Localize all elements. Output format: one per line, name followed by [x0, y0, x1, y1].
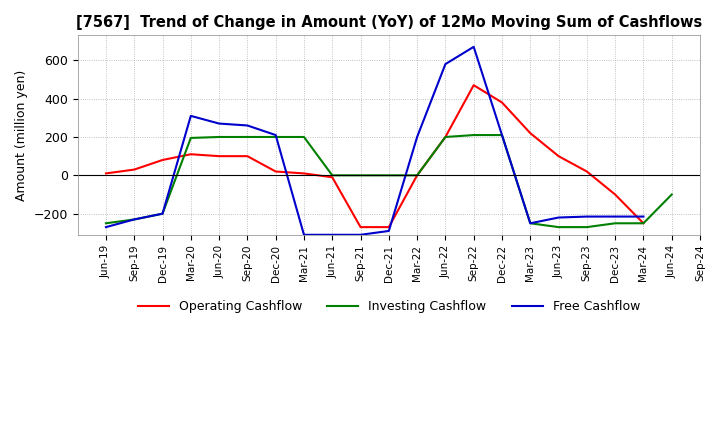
Operating Cashflow — [215, 154, 223, 159]
Investing Cashflow — [158, 211, 167, 216]
Free Cashflow — [158, 211, 167, 216]
Operating Cashflow — [498, 100, 506, 105]
Investing Cashflow — [441, 134, 450, 139]
Line: Operating Cashflow: Operating Cashflow — [106, 85, 644, 227]
Free Cashflow — [469, 44, 478, 49]
Operating Cashflow — [130, 167, 138, 172]
Investing Cashflow — [582, 224, 591, 230]
Free Cashflow — [441, 62, 450, 67]
Investing Cashflow — [611, 220, 619, 226]
Free Cashflow — [215, 121, 223, 126]
Free Cashflow — [498, 132, 506, 138]
Operating Cashflow — [526, 131, 534, 136]
Free Cashflow — [384, 228, 393, 234]
Free Cashflow — [582, 214, 591, 219]
Free Cashflow — [271, 132, 280, 138]
Investing Cashflow — [102, 220, 110, 226]
Operating Cashflow — [413, 172, 421, 178]
Investing Cashflow — [328, 172, 336, 178]
Free Cashflow — [328, 232, 336, 238]
Investing Cashflow — [554, 224, 563, 230]
Investing Cashflow — [639, 220, 648, 226]
Operating Cashflow — [611, 192, 619, 197]
Line: Free Cashflow: Free Cashflow — [106, 47, 644, 235]
Investing Cashflow — [413, 172, 421, 178]
Operating Cashflow — [186, 152, 195, 157]
Operating Cashflow — [328, 175, 336, 180]
Line: Investing Cashflow: Investing Cashflow — [106, 135, 672, 227]
Investing Cashflow — [186, 135, 195, 140]
Operating Cashflow — [384, 224, 393, 230]
Free Cashflow — [356, 232, 365, 238]
Investing Cashflow — [469, 132, 478, 138]
Title: [7567]  Trend of Change in Amount (YoY) of 12Mo Moving Sum of Cashflows: [7567] Trend of Change in Amount (YoY) o… — [76, 15, 702, 30]
Investing Cashflow — [243, 134, 252, 139]
Legend: Operating Cashflow, Investing Cashflow, Free Cashflow: Operating Cashflow, Investing Cashflow, … — [132, 295, 645, 318]
Free Cashflow — [639, 214, 648, 219]
Operating Cashflow — [582, 169, 591, 174]
Operating Cashflow — [441, 134, 450, 139]
Free Cashflow — [186, 113, 195, 118]
Operating Cashflow — [271, 169, 280, 174]
Free Cashflow — [130, 217, 138, 222]
Free Cashflow — [300, 232, 308, 238]
Investing Cashflow — [356, 172, 365, 178]
Free Cashflow — [554, 215, 563, 220]
Free Cashflow — [102, 224, 110, 230]
Operating Cashflow — [243, 154, 252, 159]
Free Cashflow — [611, 214, 619, 219]
Investing Cashflow — [667, 192, 676, 197]
Free Cashflow — [526, 220, 534, 226]
Operating Cashflow — [554, 154, 563, 159]
Investing Cashflow — [215, 134, 223, 139]
Operating Cashflow — [158, 158, 167, 163]
Investing Cashflow — [498, 132, 506, 138]
Operating Cashflow — [639, 220, 648, 226]
Operating Cashflow — [300, 171, 308, 176]
Operating Cashflow — [356, 224, 365, 230]
Investing Cashflow — [130, 217, 138, 222]
Investing Cashflow — [526, 220, 534, 226]
Operating Cashflow — [469, 83, 478, 88]
Investing Cashflow — [384, 172, 393, 178]
Investing Cashflow — [271, 134, 280, 139]
Free Cashflow — [413, 134, 421, 139]
Operating Cashflow — [102, 171, 110, 176]
Y-axis label: Amount (million yen): Amount (million yen) — [15, 70, 28, 201]
Free Cashflow — [243, 123, 252, 128]
Investing Cashflow — [300, 134, 308, 139]
